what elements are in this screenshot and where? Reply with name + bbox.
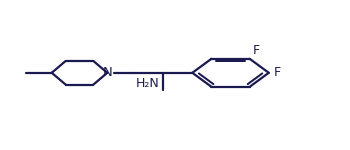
Text: N: N bbox=[103, 66, 113, 79]
Text: F: F bbox=[273, 66, 280, 79]
Text: F: F bbox=[253, 44, 260, 57]
Text: H₂N: H₂N bbox=[136, 77, 159, 90]
